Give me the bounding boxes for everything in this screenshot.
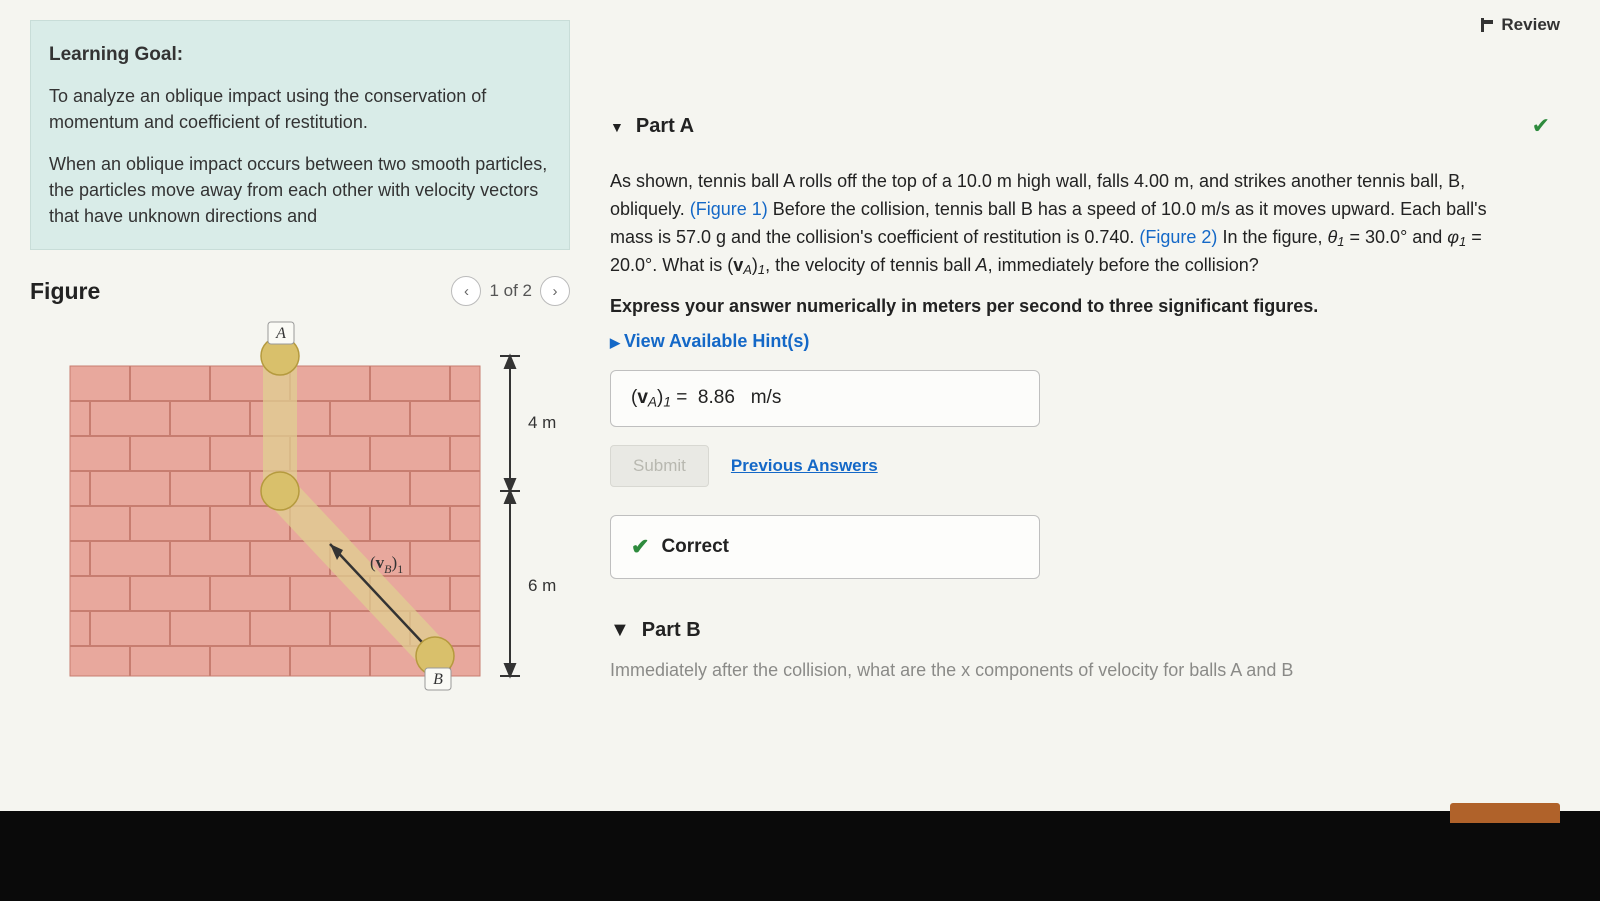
part-b-title: Part B	[642, 619, 701, 642]
learning-goal-title: Learning Goal:	[49, 41, 551, 69]
photo-reflection	[1450, 803, 1560, 823]
figure-page-indicator: 1 of 2	[489, 281, 532, 301]
part-b-toggle-icon[interactable]: ▼	[610, 619, 630, 642]
part-a-title: Part A	[636, 115, 694, 138]
submit-button: Submit	[610, 445, 709, 487]
figure-title: Figure	[30, 278, 100, 305]
part-a-problem-text: As shown, tennis ball A rolls off the to…	[610, 168, 1490, 280]
figure-diagram: A B (vB)1	[30, 316, 570, 696]
part-a-toggle-icon[interactable]: ▼	[610, 119, 624, 135]
correct-check-icon: ✔	[631, 534, 649, 560]
learning-goal-p2: When an oblique impact occurs between tw…	[49, 151, 551, 229]
figure-next-button[interactable]: ›	[540, 276, 570, 306]
svg-text:6 m: 6 m	[528, 576, 556, 595]
photo-bezel	[0, 811, 1600, 901]
feedback-box: ✔ Correct	[610, 515, 1040, 579]
figure-pager: ‹ 1 of 2 ›	[451, 276, 570, 306]
figure-prev-button[interactable]: ‹	[451, 276, 481, 306]
answer-display: (vA)1 = 8.86 m/s	[610, 370, 1040, 426]
svg-text:4 m: 4 m	[528, 413, 556, 432]
feedback-label: Correct	[661, 536, 729, 558]
figure-1-link[interactable]: (Figure 1)	[690, 199, 768, 219]
view-hints-link[interactable]: ▶View Available Hint(s)	[610, 331, 809, 352]
figure-2-link[interactable]: (Figure 2)	[1139, 227, 1217, 247]
express-instruction: Express your answer numerically in meter…	[610, 296, 1570, 317]
part-a-complete-icon: ✔	[1532, 113, 1550, 139]
review-link[interactable]: Review	[1479, 15, 1560, 35]
learning-goal-box: Learning Goal: To analyze an oblique imp…	[30, 20, 570, 250]
previous-answers-link[interactable]: Previous Answers	[731, 456, 878, 476]
svg-text:B: B	[433, 671, 443, 688]
learning-goal-p1: To analyze an oblique impact using the c…	[49, 83, 551, 135]
svg-text:A: A	[275, 325, 286, 342]
part-b-text-cut: Immediately after the collision, what ar…	[610, 660, 1510, 681]
